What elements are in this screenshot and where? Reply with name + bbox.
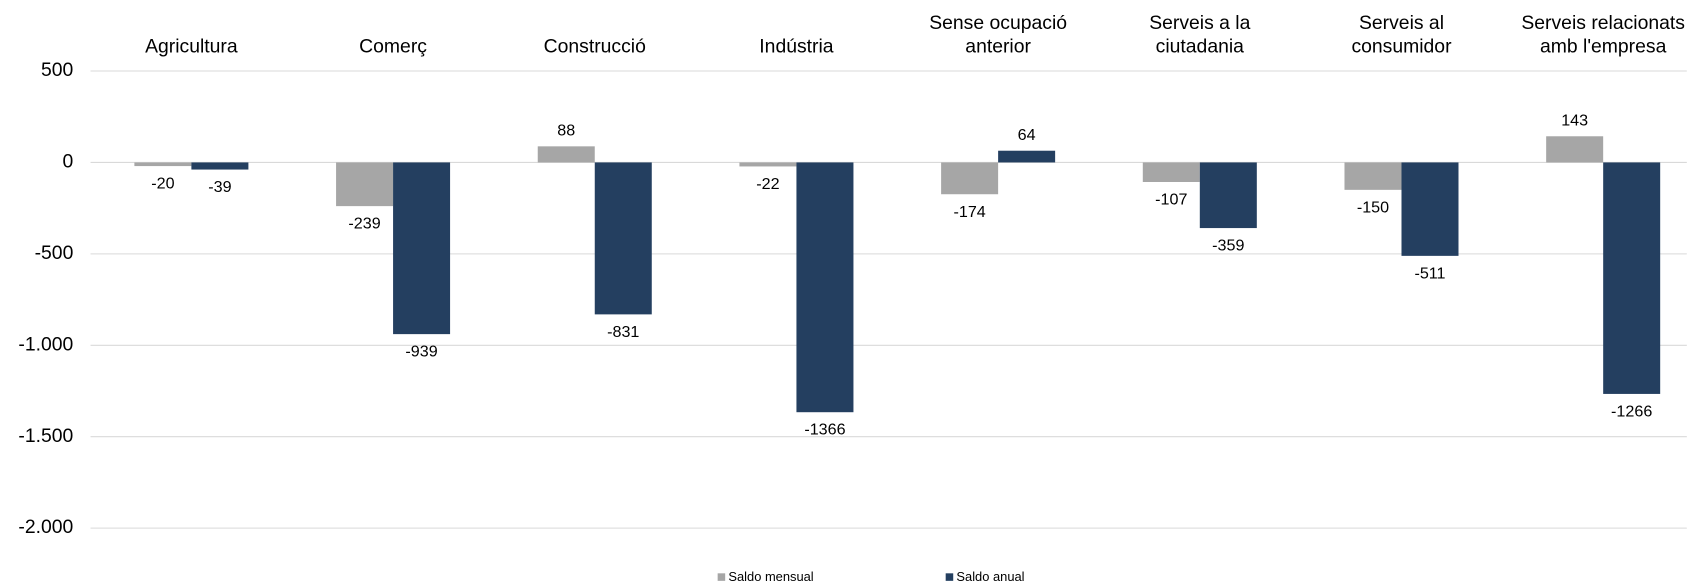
y-tick-label: -2.000 — [18, 516, 73, 538]
y-tick-label: -500 — [35, 242, 74, 264]
bar — [537, 146, 595, 163]
bar — [1344, 162, 1402, 190]
x-tick-label: Serveis relacionats amb l'empresa — [1521, 11, 1685, 58]
data-label: -174 — [953, 203, 985, 221]
bar — [393, 162, 451, 335]
bar — [336, 162, 394, 207]
data-label: -939 — [405, 343, 437, 361]
data-label: -831 — [607, 323, 639, 341]
data-label: -511 — [1414, 264, 1445, 282]
category-label-box: Serveis a la ciutadania — [1149, 11, 1251, 58]
x-tick-label: Agricultura — [145, 35, 238, 58]
x-tick-label: Sense ocupació anterior — [929, 11, 1068, 58]
category-label-box: Agricultura — [145, 35, 238, 58]
bar — [1142, 162, 1200, 182]
x-tick-label: Comerç — [359, 35, 427, 58]
data-label: -150 — [1357, 198, 1389, 216]
bar — [1546, 136, 1604, 163]
category-label-box: Sense ocupació anterior — [929, 11, 1068, 58]
bar — [191, 162, 249, 170]
data-label: -107 — [1155, 191, 1187, 209]
y-tick-label: 0 — [63, 151, 74, 173]
legend-label: Saldo anual — [956, 569, 1024, 583]
bar — [796, 162, 854, 413]
legend-swatch — [945, 573, 954, 581]
data-label: 143 — [1561, 111, 1588, 129]
x-tick-label: Serveis a la ciutadania — [1149, 11, 1251, 58]
bar — [739, 162, 797, 167]
data-label: -22 — [756, 175, 779, 193]
data-label: -359 — [1212, 237, 1244, 255]
legend-label: Saldo mensual — [728, 569, 813, 583]
bar — [1199, 162, 1257, 229]
bar — [941, 162, 999, 195]
y-tick-label: 500 — [41, 59, 74, 81]
data-label: -239 — [348, 215, 380, 233]
bar — [134, 162, 192, 167]
category-label-box: Construcció — [543, 35, 646, 58]
bar — [1603, 162, 1661, 394]
category-label-box: Serveis al consumidor — [1351, 11, 1452, 58]
bar — [594, 162, 652, 315]
bar — [998, 150, 1056, 163]
legend-swatch — [717, 573, 726, 581]
x-tick-label: Indústria — [759, 35, 834, 58]
y-tick-label: -1.000 — [18, 333, 73, 355]
data-label: -39 — [208, 178, 231, 196]
data-label: 64 — [1018, 126, 1036, 144]
data-label: 88 — [557, 122, 575, 140]
category-label-box: Comerç — [359, 35, 427, 58]
category-label-box: Serveis relacionats amb l'empresa — [1521, 11, 1685, 58]
x-tick-label: Construcció — [543, 35, 646, 58]
data-label: -20 — [151, 175, 174, 193]
category-label-box: Indústria — [759, 35, 834, 58]
bar — [1401, 162, 1459, 256]
x-tick-label: Serveis al consumidor — [1351, 11, 1452, 58]
data-label: -1266 — [1611, 402, 1652, 420]
data-label: -1366 — [804, 421, 845, 439]
y-tick-label: -1.500 — [18, 425, 73, 447]
